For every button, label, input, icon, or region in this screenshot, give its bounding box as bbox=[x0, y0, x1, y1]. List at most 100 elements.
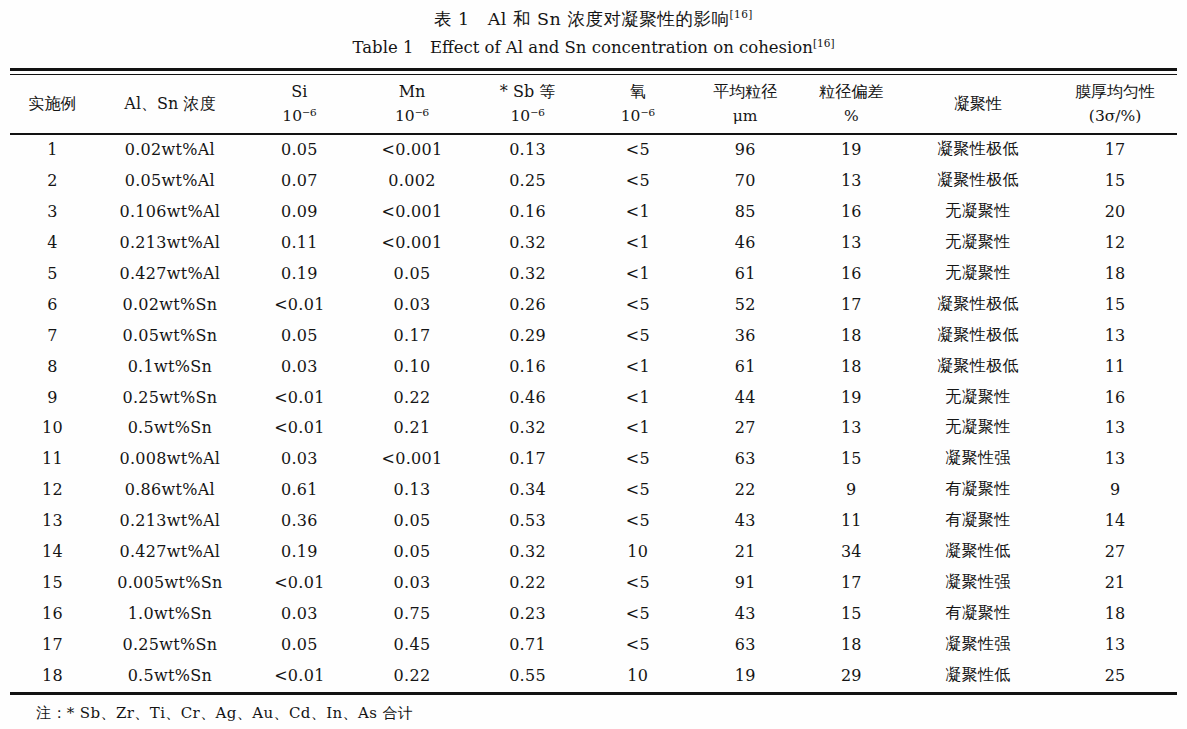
table-cell: <5 bbox=[585, 320, 690, 351]
table-cell: 0.09 bbox=[245, 196, 355, 227]
table-cell: 22 bbox=[690, 474, 800, 505]
table-cell: <5 bbox=[585, 505, 690, 536]
table-cell: 19 bbox=[800, 382, 903, 413]
column-header: 氧10⁻⁶ bbox=[585, 75, 690, 134]
table-cell: 20 bbox=[1053, 196, 1177, 227]
table-cell: <0.01 bbox=[245, 413, 355, 444]
table-cell: 0.17 bbox=[354, 320, 470, 351]
table-cell: 10 bbox=[10, 413, 95, 444]
table-cell: 10 bbox=[585, 660, 690, 691]
table-cell: 无凝聚性 bbox=[903, 382, 1054, 413]
table-cell: 21 bbox=[690, 536, 800, 567]
table-cell: <5 bbox=[585, 567, 690, 598]
table-cell: 0.427wt%Al bbox=[95, 258, 244, 289]
table-cell: 18 bbox=[800, 629, 903, 660]
table-cell: 0.17 bbox=[470, 443, 586, 474]
table-cell: 0.22 bbox=[354, 382, 470, 413]
table-cell: 13 bbox=[1053, 413, 1177, 444]
table-cell: 25 bbox=[1053, 660, 1177, 691]
table-cell: 凝聚性极低 bbox=[903, 289, 1054, 320]
table-title-english-text: Table 1 Effect of Al and Sn concentratio… bbox=[353, 38, 813, 57]
table-cell: 凝聚性极低 bbox=[903, 134, 1054, 166]
table-cell: 6 bbox=[10, 289, 95, 320]
table-cell: 15 bbox=[1053, 165, 1177, 196]
table-row: 180.5wt%Sn<0.010.220.55101929凝聚性低25 bbox=[10, 660, 1177, 691]
table-cell: <5 bbox=[585, 474, 690, 505]
table-row: 70.05wt%Sn0.050.170.29<53618凝聚性极低13 bbox=[10, 320, 1177, 351]
table-cell: 0.25wt%Sn bbox=[95, 382, 244, 413]
table-cell: 凝聚性低 bbox=[903, 660, 1054, 691]
table-cell: 0.213wt%Al bbox=[95, 227, 244, 258]
table-cell: 16 bbox=[1053, 382, 1177, 413]
table-cell: 0.03 bbox=[245, 598, 355, 629]
table-cell: 17 bbox=[10, 629, 95, 660]
table-cell: 19 bbox=[800, 134, 903, 166]
table-cell: 凝聚性极低 bbox=[903, 320, 1054, 351]
table-cell: 0.1wt%Sn bbox=[95, 351, 244, 382]
table-cell: <1 bbox=[585, 382, 690, 413]
table-cell: 凝聚性强 bbox=[903, 567, 1054, 598]
column-header: * Sb 等10⁻⁶ bbox=[470, 75, 586, 134]
table-cell: 0.03 bbox=[354, 289, 470, 320]
table-cell: <0.01 bbox=[245, 382, 355, 413]
table-cell: <0.01 bbox=[245, 660, 355, 691]
table-row: 110.008wt%Al0.03<0.0010.17<56315凝聚性强13 bbox=[10, 443, 1177, 474]
citation-superscript: [16] bbox=[813, 36, 835, 48]
table-cell: <0.001 bbox=[354, 196, 470, 227]
header-row: 实施例Al、Sn 浓度Si10⁻⁶Mn10⁻⁶* Sb 等10⁻⁶氧10⁻⁶平均… bbox=[10, 75, 1177, 134]
table-cell: 0.5wt%Sn bbox=[95, 660, 244, 691]
table-cell: 0.106wt%Al bbox=[95, 196, 244, 227]
table-row: 100.5wt%Sn<0.010.210.32<12713无凝聚性13 bbox=[10, 413, 1177, 444]
table-cell: 0.21 bbox=[354, 413, 470, 444]
table-cell: 12 bbox=[10, 474, 95, 505]
table-footnote: 注：* Sb、Zr、Ti、Cr、Ag、Au、Cd、In、As 合计 bbox=[36, 704, 1177, 723]
table-cell: 27 bbox=[690, 413, 800, 444]
table-cell: 16 bbox=[800, 196, 903, 227]
table-cell: 0.008wt%Al bbox=[95, 443, 244, 474]
table-cell: 凝聚性强 bbox=[903, 629, 1054, 660]
table-cell: 7 bbox=[10, 320, 95, 351]
table-cell: 17 bbox=[1053, 134, 1177, 166]
table-row: 10.02wt%Al0.05<0.0010.13<59619凝聚性极低17 bbox=[10, 134, 1177, 166]
table-cell: 5 bbox=[10, 258, 95, 289]
table-cell: 凝聚性低 bbox=[903, 536, 1054, 567]
table-cell: 0.05 bbox=[354, 505, 470, 536]
table-cell: 14 bbox=[1053, 505, 1177, 536]
table-cell: 34 bbox=[800, 536, 903, 567]
table-cell: 13 bbox=[800, 227, 903, 258]
table-row: 170.25wt%Sn0.050.450.71<56318凝聚性强13 bbox=[10, 629, 1177, 660]
column-header: Al、Sn 浓度 bbox=[95, 75, 244, 134]
table-cell: 0.11 bbox=[245, 227, 355, 258]
table-cell: 有凝聚性 bbox=[903, 505, 1054, 536]
table-cell: <0.001 bbox=[354, 443, 470, 474]
table-cell: 9 bbox=[1053, 474, 1177, 505]
table-cell: 11 bbox=[10, 443, 95, 474]
table-cell: 8 bbox=[10, 351, 95, 382]
table-cell: 0.02wt%Sn bbox=[95, 289, 244, 320]
table-cell: 12 bbox=[1053, 227, 1177, 258]
table-cell: 10 bbox=[585, 536, 690, 567]
table-cell: 0.05 bbox=[245, 320, 355, 351]
table-cell: 0.05wt%Sn bbox=[95, 320, 244, 351]
table-cell: 0.45 bbox=[354, 629, 470, 660]
table-cell: 0.005wt%Sn bbox=[95, 567, 244, 598]
table-row: 50.427wt%Al0.190.050.32<16116无凝聚性18 bbox=[10, 258, 1177, 289]
table-cell: 无凝聚性 bbox=[903, 258, 1054, 289]
table-cell: 11 bbox=[800, 505, 903, 536]
table-cell: 0.05 bbox=[354, 258, 470, 289]
table-cell: <1 bbox=[585, 413, 690, 444]
table-title-chinese-text: 表 1 Al 和 Sn 浓度对凝聚性的影响 bbox=[434, 9, 729, 29]
column-header: 膜厚均匀性(3σ/%) bbox=[1053, 75, 1177, 134]
table-cell: 0.36 bbox=[245, 505, 355, 536]
table-cell: 1.0wt%Sn bbox=[95, 598, 244, 629]
table-row: 30.106wt%Al0.09<0.0010.16<18516无凝聚性20 bbox=[10, 196, 1177, 227]
table-cell: <5 bbox=[585, 289, 690, 320]
table-cell: 0.32 bbox=[470, 413, 586, 444]
table-cell: <1 bbox=[585, 351, 690, 382]
table-cell: 0.55 bbox=[470, 660, 586, 691]
table-title-english: Table 1 Effect of Al and Sn concentratio… bbox=[10, 37, 1177, 58]
table-cell: 13 bbox=[800, 413, 903, 444]
table-cell: <5 bbox=[585, 165, 690, 196]
table-cell: <5 bbox=[585, 443, 690, 474]
table-cell: 凝聚性极低 bbox=[903, 351, 1054, 382]
